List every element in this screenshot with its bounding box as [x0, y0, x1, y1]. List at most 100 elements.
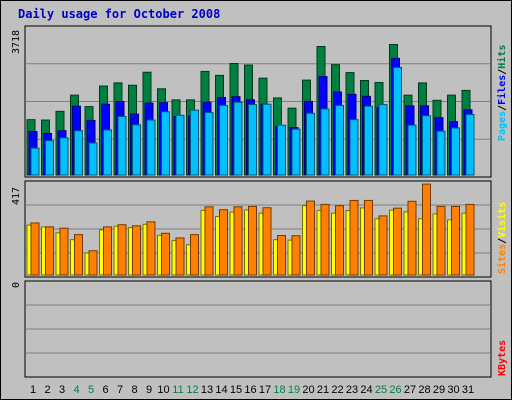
bar-sites-day-13 — [204, 206, 214, 276]
bar-pages-day-2 — [45, 140, 54, 176]
legend-sep-3: / — [497, 238, 508, 244]
x-label-day-14: 14 — [215, 384, 227, 396]
x-label-day-12: 12 — [186, 384, 198, 396]
bar-pages-day-23 — [349, 119, 359, 176]
x-label-day-11: 11 — [172, 384, 183, 396]
legend-kbytes: KBytes — [497, 340, 508, 376]
legend-hits: Hits — [496, 45, 508, 69]
bar-sites-day-8 — [132, 225, 141, 276]
bar-pages-day-6 — [103, 129, 112, 176]
x-label-day-5: 5 — [88, 384, 94, 396]
bar-sites-day-22 — [335, 205, 344, 276]
x-label-day-31: 31 — [462, 384, 474, 396]
x-label-day-19: 19 — [288, 384, 300, 396]
bar-pages-day-18 — [277, 124, 286, 176]
bar-pages-day-13 — [204, 112, 214, 176]
bar-sites-day-25 — [378, 215, 388, 276]
bar-pages-day-17 — [262, 103, 272, 176]
x-label-day-3: 3 — [59, 384, 65, 396]
bar-sites-day-28 — [422, 183, 431, 276]
chart-title: Daily usage for October 2008 — [18, 7, 220, 21]
x-label-day-21: 21 — [317, 384, 329, 396]
x-label-day-25: 25 — [375, 384, 387, 396]
legend-sep-2: / — [497, 69, 508, 75]
bar-sites-day-11 — [175, 237, 185, 276]
x-label-day-16: 16 — [244, 384, 256, 396]
x-label-day-29: 29 — [433, 384, 445, 396]
bar-sites-day-17 — [262, 207, 272, 276]
x-label-day-24: 24 — [360, 384, 372, 396]
x-label-day-30: 30 — [447, 384, 459, 396]
legend-sites: Sites — [496, 244, 508, 274]
bar-pages-day-29 — [436, 130, 446, 176]
x-label-day-18: 18 — [273, 384, 285, 396]
bar-sites-day-23 — [349, 199, 359, 276]
x-label-day-20: 20 — [302, 384, 314, 396]
x-label-day-15: 15 — [230, 384, 242, 396]
bar-pages-day-24 — [364, 105, 373, 176]
bar-sites-day-18 — [277, 235, 286, 276]
bar-sites-day-9 — [146, 221, 156, 276]
x-label-day-7: 7 — [117, 384, 123, 396]
bar-sites-day-26 — [393, 207, 402, 276]
bar-pages-day-5 — [88, 142, 98, 176]
legend-pages: Pages — [497, 111, 508, 141]
legend-sites-visits: Sites/Visits — [496, 202, 508, 274]
bar-sites-day-12 — [190, 234, 199, 276]
bar-sites-day-24 — [364, 199, 373, 276]
bar-pages-day-28 — [422, 115, 431, 176]
x-label-day-2: 2 — [44, 384, 50, 396]
bar-pages-day-25 — [378, 104, 388, 176]
x-label-day-23: 23 — [346, 384, 358, 396]
bar-sites-day-27 — [407, 200, 417, 276]
bar-pages-day-27 — [407, 124, 417, 176]
x-label-day-10: 10 — [157, 384, 169, 396]
x-label-day-26: 26 — [389, 384, 401, 396]
bar-sites-day-20 — [306, 200, 315, 276]
bar-pages-day-11 — [175, 114, 185, 176]
legend-files: Files — [496, 75, 508, 105]
bar-sites-day-31 — [465, 203, 475, 276]
x-label-day-22: 22 — [331, 384, 343, 396]
bar-pages-day-9 — [146, 119, 156, 176]
bar-sites-day-21 — [320, 203, 330, 276]
bar-sites-day-15 — [233, 206, 243, 276]
legend-hits-files-pages: Pages/Files/Hits — [496, 45, 508, 141]
bar-pages-day-20 — [306, 112, 315, 176]
bar-pages-day-26 — [393, 66, 402, 176]
x-label-day-17: 17 — [259, 384, 271, 396]
bar-sites-day-7 — [117, 224, 127, 276]
bar-pages-day-7 — [117, 115, 127, 176]
bar-sites-day-4 — [74, 234, 83, 276]
y-max-label-visits: 417 — [11, 187, 22, 205]
bars-group — [26, 44, 475, 276]
bar-pages-day-8 — [132, 124, 141, 176]
bar-sites-day-1 — [30, 222, 40, 276]
bar-pages-day-3 — [59, 137, 69, 176]
bar-sites-day-30 — [451, 205, 460, 276]
bar-pages-day-31 — [465, 114, 475, 176]
bar-pages-day-15 — [233, 101, 243, 176]
bar-sites-day-3 — [59, 227, 69, 276]
x-label-day-6: 6 — [102, 384, 108, 396]
bar-pages-day-16 — [248, 104, 257, 176]
legend-kbytes-label: KBytes — [497, 340, 508, 376]
x-label-day-13: 13 — [201, 384, 213, 396]
bar-sites-day-19 — [291, 235, 301, 276]
bar-pages-day-1 — [30, 147, 40, 176]
bar-sites-day-2 — [45, 226, 54, 276]
bar-sites-day-6 — [103, 226, 112, 276]
bar-pages-day-22 — [335, 104, 344, 176]
bar-sites-day-29 — [436, 205, 446, 276]
bar-pages-day-10 — [161, 111, 170, 176]
bar-sites-day-10 — [161, 232, 170, 276]
bar-sites-day-16 — [248, 205, 257, 276]
x-label-day-28: 28 — [418, 384, 430, 396]
x-label-day-27: 27 — [404, 384, 416, 396]
bar-pages-day-30 — [451, 127, 460, 176]
bar-pages-day-14 — [219, 104, 228, 176]
legend-visits: Visits — [496, 202, 508, 238]
x-axis-day-labels: 1 2 3 4 5 6 7 8 9 10 11 12 13 14 15 16 17 18 19 20 21 22 23 24 2… — [30, 384, 474, 396]
x-label-day-1: 1 — [30, 384, 36, 396]
